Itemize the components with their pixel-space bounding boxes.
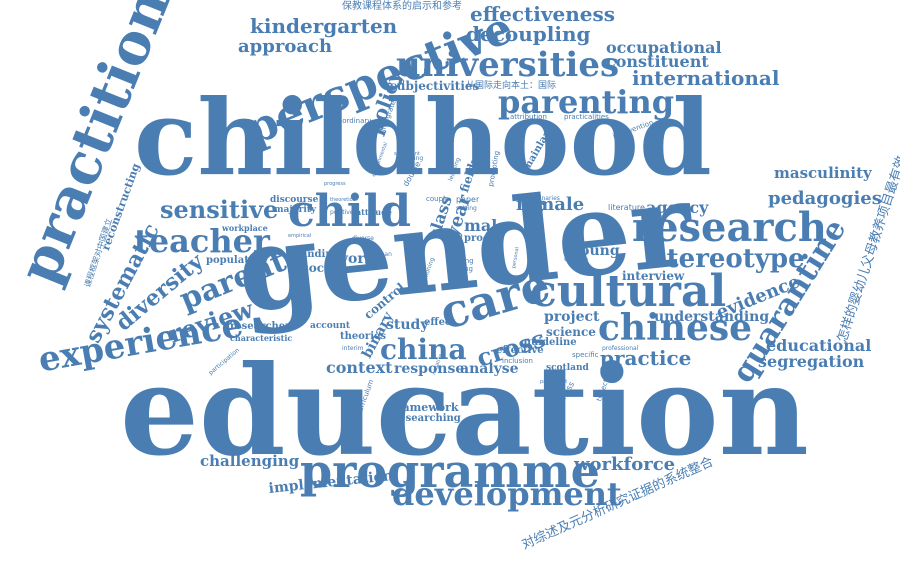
- word-inclusion: inclusion: [502, 357, 533, 365]
- word-population: population: [206, 255, 267, 266]
- word-male: male: [464, 216, 508, 235]
- word-positive: positive: [330, 209, 354, 216]
- word-effective: effective: [496, 345, 544, 356]
- word-result: result: [484, 247, 501, 254]
- word-majority: majority: [274, 205, 317, 215]
- word-occupational: occupational: [606, 38, 722, 57]
- word-world: world: [336, 251, 380, 267]
- word-education: education: [120, 339, 809, 484]
- word-project: project: [544, 309, 600, 325]
- word-universities: universities: [396, 45, 620, 85]
- word-cultural: cultural: [530, 266, 727, 317]
- word-response: response: [394, 361, 465, 377]
- word-understanding: understanding: [654, 309, 770, 325]
- word-extraordinary: extraordinary: [324, 117, 372, 125]
- word-analyse: analyse: [460, 361, 519, 377]
- word-hong: hong: [456, 257, 474, 265]
- word-constituent: constituent: [606, 52, 709, 71]
- word-attribution: attribution: [510, 113, 547, 121]
- word-decoupling: decoupling: [466, 22, 591, 46]
- word-parenting: parenting: [498, 83, 675, 121]
- word-study: study: [386, 317, 429, 333]
- word-literature: literature: [608, 203, 645, 212]
- word-segregation: segregation: [758, 352, 865, 371]
- word-educational: educational: [766, 336, 872, 355]
- word-international: international: [632, 66, 780, 90]
- word-approach: approach: [238, 36, 333, 57]
- word-interview: interview: [622, 269, 685, 283]
- word-setting: setting: [456, 205, 477, 212]
- word-interim: interim: [342, 345, 364, 352]
- word-researching: researching: [394, 413, 461, 424]
- word-theories: theories: [340, 331, 386, 342]
- word-theoretical: theoretical: [330, 197, 357, 203]
- word-discourse: discourse: [270, 195, 319, 205]
- word-subjectivities: subjectivities: [390, 79, 480, 93]
- word-couple: couple: [426, 195, 450, 203]
- word-research: research: [632, 204, 827, 251]
- word-characteristic: characteristic: [230, 333, 293, 343]
- word-effectiveness: effectiveness: [470, 2, 616, 26]
- word-teacher: teacher: [134, 222, 270, 260]
- word-social: social: [302, 261, 341, 275]
- word-effect: effect: [424, 317, 456, 328]
- word-framework: framework: [392, 401, 459, 414]
- word-masculinity: masculinity: [774, 164, 872, 182]
- word-design: design: [370, 263, 387, 269]
- word-child: child: [288, 186, 411, 237]
- word-woman: woman: [370, 251, 392, 258]
- word-young: young: [572, 243, 620, 259]
- word-workshop: workshop: [564, 257, 589, 263]
- word-account: account: [310, 321, 351, 331]
- word-attitude: attitude: [356, 207, 392, 217]
- word-kong: kong: [456, 265, 473, 273]
- word-sensitive: sensitive: [160, 195, 279, 224]
- word-workforce: workforce: [574, 454, 676, 475]
- phrase-zh-right: 怎样的婴幼儿父母教养项目最有效: [835, 154, 900, 345]
- phrase-zh-mid: 从国际走向本土：国际: [466, 81, 557, 91]
- word-progress: progress: [324, 181, 346, 187]
- word-agency: agency: [646, 198, 709, 217]
- word-stereotype: stereotype: [652, 244, 805, 274]
- word-global: global: [532, 269, 548, 275]
- word-specific: specific: [572, 351, 599, 359]
- word-challenging: challenging: [200, 452, 300, 470]
- word-paper: paper: [456, 195, 480, 204]
- word-diverse: diverse: [352, 235, 375, 242]
- word-participant: participant: [540, 379, 568, 385]
- word-proc: proc: [464, 233, 490, 244]
- word-binaries: binaries: [536, 195, 560, 202]
- word-professional: professional: [602, 345, 639, 352]
- word-workplace: workplace: [222, 223, 268, 233]
- word-scotland: scotland: [546, 363, 589, 373]
- word-practicalities: practicalities: [564, 113, 609, 121]
- word-china: china: [380, 333, 467, 366]
- word-development: development: [392, 475, 622, 513]
- word-belief: belief: [484, 239, 501, 246]
- word-programme: programme: [300, 444, 600, 498]
- word-empirical: empirical: [288, 233, 312, 239]
- word-female: female: [516, 194, 585, 215]
- word-science: science: [546, 325, 596, 339]
- word-researcher: researcher: [230, 321, 291, 332]
- word-significant: significant: [394, 151, 420, 157]
- word-chinese: chinese: [598, 307, 753, 349]
- word-training: training: [400, 155, 424, 162]
- word-guideline: guideline: [524, 337, 577, 348]
- word-childhood: childhood: [134, 76, 712, 199]
- word-practice: practice: [600, 346, 692, 370]
- word-finding: finding: [300, 249, 340, 260]
- word-pedagogies: pedagogies: [768, 188, 882, 209]
- word-context: context: [326, 358, 393, 377]
- phrase-zh-top: 保教课程体系的启示和参考: [342, 1, 462, 12]
- word-kindergarten: kindergarten: [250, 14, 398, 38]
